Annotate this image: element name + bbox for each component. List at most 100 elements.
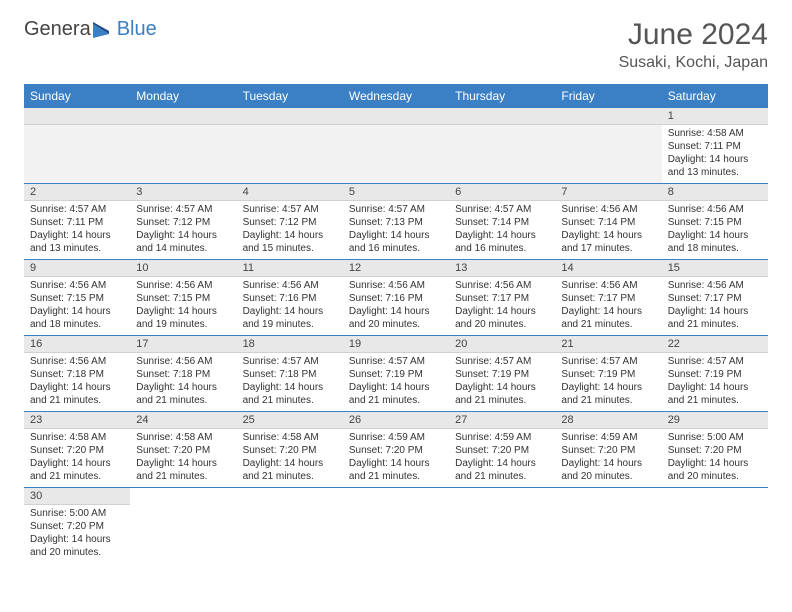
calendar-day-cell: 15Sunrise: 4:56 AMSunset: 7:17 PMDayligh… (662, 260, 768, 336)
calendar-week-row: 30Sunrise: 5:00 AMSunset: 7:20 PMDayligh… (24, 488, 768, 564)
calendar-day-cell: 19Sunrise: 4:57 AMSunset: 7:19 PMDayligh… (343, 336, 449, 412)
weekday-header: Wednesday (343, 84, 449, 108)
day-number: 15 (662, 260, 768, 277)
day-number: 20 (449, 336, 555, 353)
day-body: Sunrise: 4:56 AMSunset: 7:17 PMDaylight:… (662, 277, 768, 335)
empty-leading-cell (24, 108, 130, 184)
empty-leading-cell (130, 108, 236, 184)
day-body: Sunrise: 4:56 AMSunset: 7:18 PMDaylight:… (24, 353, 130, 411)
day-number: 19 (343, 336, 449, 353)
day-body: Sunrise: 4:57 AMSunset: 7:13 PMDaylight:… (343, 201, 449, 259)
day-body: Sunrise: 4:57 AMSunset: 7:12 PMDaylight:… (130, 201, 236, 259)
calendar-day-cell: 4Sunrise: 4:57 AMSunset: 7:12 PMDaylight… (237, 184, 343, 260)
calendar-day-cell: 14Sunrise: 4:56 AMSunset: 7:17 PMDayligh… (555, 260, 661, 336)
empty-daynum-strip (130, 108, 236, 125)
calendar-day-cell: 18Sunrise: 4:57 AMSunset: 7:18 PMDayligh… (237, 336, 343, 412)
calendar-day-cell: 6Sunrise: 4:57 AMSunset: 7:14 PMDaylight… (449, 184, 555, 260)
day-body: Sunrise: 4:57 AMSunset: 7:18 PMDaylight:… (237, 353, 343, 411)
calendar-grid: SundayMondayTuesdayWednesdayThursdayFrid… (24, 84, 768, 563)
day-number: 16 (24, 336, 130, 353)
day-number: 17 (130, 336, 236, 353)
day-body: Sunrise: 4:57 AMSunset: 7:19 PMDaylight:… (343, 353, 449, 411)
logo: Genera Blue (24, 18, 157, 41)
calendar-day-cell: 2Sunrise: 4:57 AMSunset: 7:11 PMDaylight… (24, 184, 130, 260)
day-body: Sunrise: 4:56 AMSunset: 7:14 PMDaylight:… (555, 201, 661, 259)
day-body: Sunrise: 4:57 AMSunset: 7:14 PMDaylight:… (449, 201, 555, 259)
calendar-day-cell: 26Sunrise: 4:59 AMSunset: 7:20 PMDayligh… (343, 412, 449, 488)
calendar-day-cell: 22Sunrise: 4:57 AMSunset: 7:19 PMDayligh… (662, 336, 768, 412)
empty-daynum-strip (449, 108, 555, 125)
calendar-day-cell: 17Sunrise: 4:56 AMSunset: 7:18 PMDayligh… (130, 336, 236, 412)
day-body: Sunrise: 5:00 AMSunset: 7:20 PMDaylight:… (24, 505, 130, 563)
day-number: 12 (343, 260, 449, 277)
day-body: Sunrise: 4:58 AMSunset: 7:20 PMDaylight:… (130, 429, 236, 487)
calendar-day-cell: 5Sunrise: 4:57 AMSunset: 7:13 PMDaylight… (343, 184, 449, 260)
empty-trailing-cell (662, 488, 768, 564)
logo-text-blue: Blue (117, 18, 157, 41)
day-body: Sunrise: 4:57 AMSunset: 7:11 PMDaylight:… (24, 201, 130, 259)
day-body: Sunrise: 4:59 AMSunset: 7:20 PMDaylight:… (343, 429, 449, 487)
day-body: Sunrise: 4:56 AMSunset: 7:16 PMDaylight:… (343, 277, 449, 335)
calendar-day-cell: 10Sunrise: 4:56 AMSunset: 7:15 PMDayligh… (130, 260, 236, 336)
location-text: Susaki, Kochi, Japan (619, 54, 768, 72)
calendar-day-cell: 20Sunrise: 4:57 AMSunset: 7:19 PMDayligh… (449, 336, 555, 412)
calendar-day-cell: 1Sunrise: 4:58 AMSunset: 7:11 PMDaylight… (662, 108, 768, 184)
calendar-day-cell: 30Sunrise: 5:00 AMSunset: 7:20 PMDayligh… (24, 488, 130, 564)
empty-trailing-cell (343, 488, 449, 564)
calendar-day-cell: 12Sunrise: 4:56 AMSunset: 7:16 PMDayligh… (343, 260, 449, 336)
weekday-header: Saturday (662, 84, 768, 108)
day-number: 14 (555, 260, 661, 277)
day-body: Sunrise: 4:56 AMSunset: 7:16 PMDaylight:… (237, 277, 343, 335)
title-block: June 2024 Susaki, Kochi, Japan (619, 18, 768, 72)
day-number: 29 (662, 412, 768, 429)
weekday-header: Thursday (449, 84, 555, 108)
day-number: 21 (555, 336, 661, 353)
calendar-day-cell: 16Sunrise: 4:56 AMSunset: 7:18 PMDayligh… (24, 336, 130, 412)
calendar-week-row: 1Sunrise: 4:58 AMSunset: 7:11 PMDaylight… (24, 108, 768, 184)
day-number: 30 (24, 488, 130, 505)
calendar-day-cell: 21Sunrise: 4:57 AMSunset: 7:19 PMDayligh… (555, 336, 661, 412)
day-number: 8 (662, 184, 768, 201)
day-body: Sunrise: 4:58 AMSunset: 7:11 PMDaylight:… (662, 125, 768, 183)
day-number: 11 (237, 260, 343, 277)
day-number: 9 (24, 260, 130, 277)
logo-text-general: Genera (24, 18, 91, 41)
day-body: Sunrise: 5:00 AMSunset: 7:20 PMDaylight:… (662, 429, 768, 487)
calendar-week-row: 9Sunrise: 4:56 AMSunset: 7:15 PMDaylight… (24, 260, 768, 336)
day-body: Sunrise: 4:56 AMSunset: 7:15 PMDaylight:… (662, 201, 768, 259)
empty-trailing-cell (449, 488, 555, 564)
day-body: Sunrise: 4:59 AMSunset: 7:20 PMDaylight:… (449, 429, 555, 487)
day-number: 27 (449, 412, 555, 429)
day-number: 2 (24, 184, 130, 201)
calendar-day-cell: 9Sunrise: 4:56 AMSunset: 7:15 PMDaylight… (24, 260, 130, 336)
empty-trailing-cell (130, 488, 236, 564)
day-body: Sunrise: 4:56 AMSunset: 7:17 PMDaylight:… (555, 277, 661, 335)
weekday-header: Friday (555, 84, 661, 108)
day-number: 7 (555, 184, 661, 201)
day-body: Sunrise: 4:56 AMSunset: 7:18 PMDaylight:… (130, 353, 236, 411)
calendar-day-cell: 11Sunrise: 4:56 AMSunset: 7:16 PMDayligh… (237, 260, 343, 336)
calendar-day-cell: 23Sunrise: 4:58 AMSunset: 7:20 PMDayligh… (24, 412, 130, 488)
calendar-day-cell: 28Sunrise: 4:59 AMSunset: 7:20 PMDayligh… (555, 412, 661, 488)
empty-daynum-strip (343, 108, 449, 125)
calendar-day-cell: 24Sunrise: 4:58 AMSunset: 7:20 PMDayligh… (130, 412, 236, 488)
weekday-header: Sunday (24, 84, 130, 108)
day-number: 26 (343, 412, 449, 429)
day-number: 10 (130, 260, 236, 277)
calendar-week-row: 2Sunrise: 4:57 AMSunset: 7:11 PMDaylight… (24, 184, 768, 260)
day-body: Sunrise: 4:58 AMSunset: 7:20 PMDaylight:… (237, 429, 343, 487)
logo-flag-icon (93, 22, 115, 38)
day-number: 18 (237, 336, 343, 353)
empty-trailing-cell (555, 488, 661, 564)
day-body: Sunrise: 4:56 AMSunset: 7:17 PMDaylight:… (449, 277, 555, 335)
day-number: 4 (237, 184, 343, 201)
calendar-day-cell: 8Sunrise: 4:56 AMSunset: 7:15 PMDaylight… (662, 184, 768, 260)
weekday-header: Monday (130, 84, 236, 108)
empty-daynum-strip (237, 108, 343, 125)
day-body: Sunrise: 4:59 AMSunset: 7:20 PMDaylight:… (555, 429, 661, 487)
calendar-day-cell: 29Sunrise: 5:00 AMSunset: 7:20 PMDayligh… (662, 412, 768, 488)
empty-leading-cell (449, 108, 555, 184)
page-header: Genera Blue June 2024 Susaki, Kochi, Jap… (24, 18, 768, 72)
calendar-day-cell: 7Sunrise: 4:56 AMSunset: 7:14 PMDaylight… (555, 184, 661, 260)
empty-daynum-strip (555, 108, 661, 125)
